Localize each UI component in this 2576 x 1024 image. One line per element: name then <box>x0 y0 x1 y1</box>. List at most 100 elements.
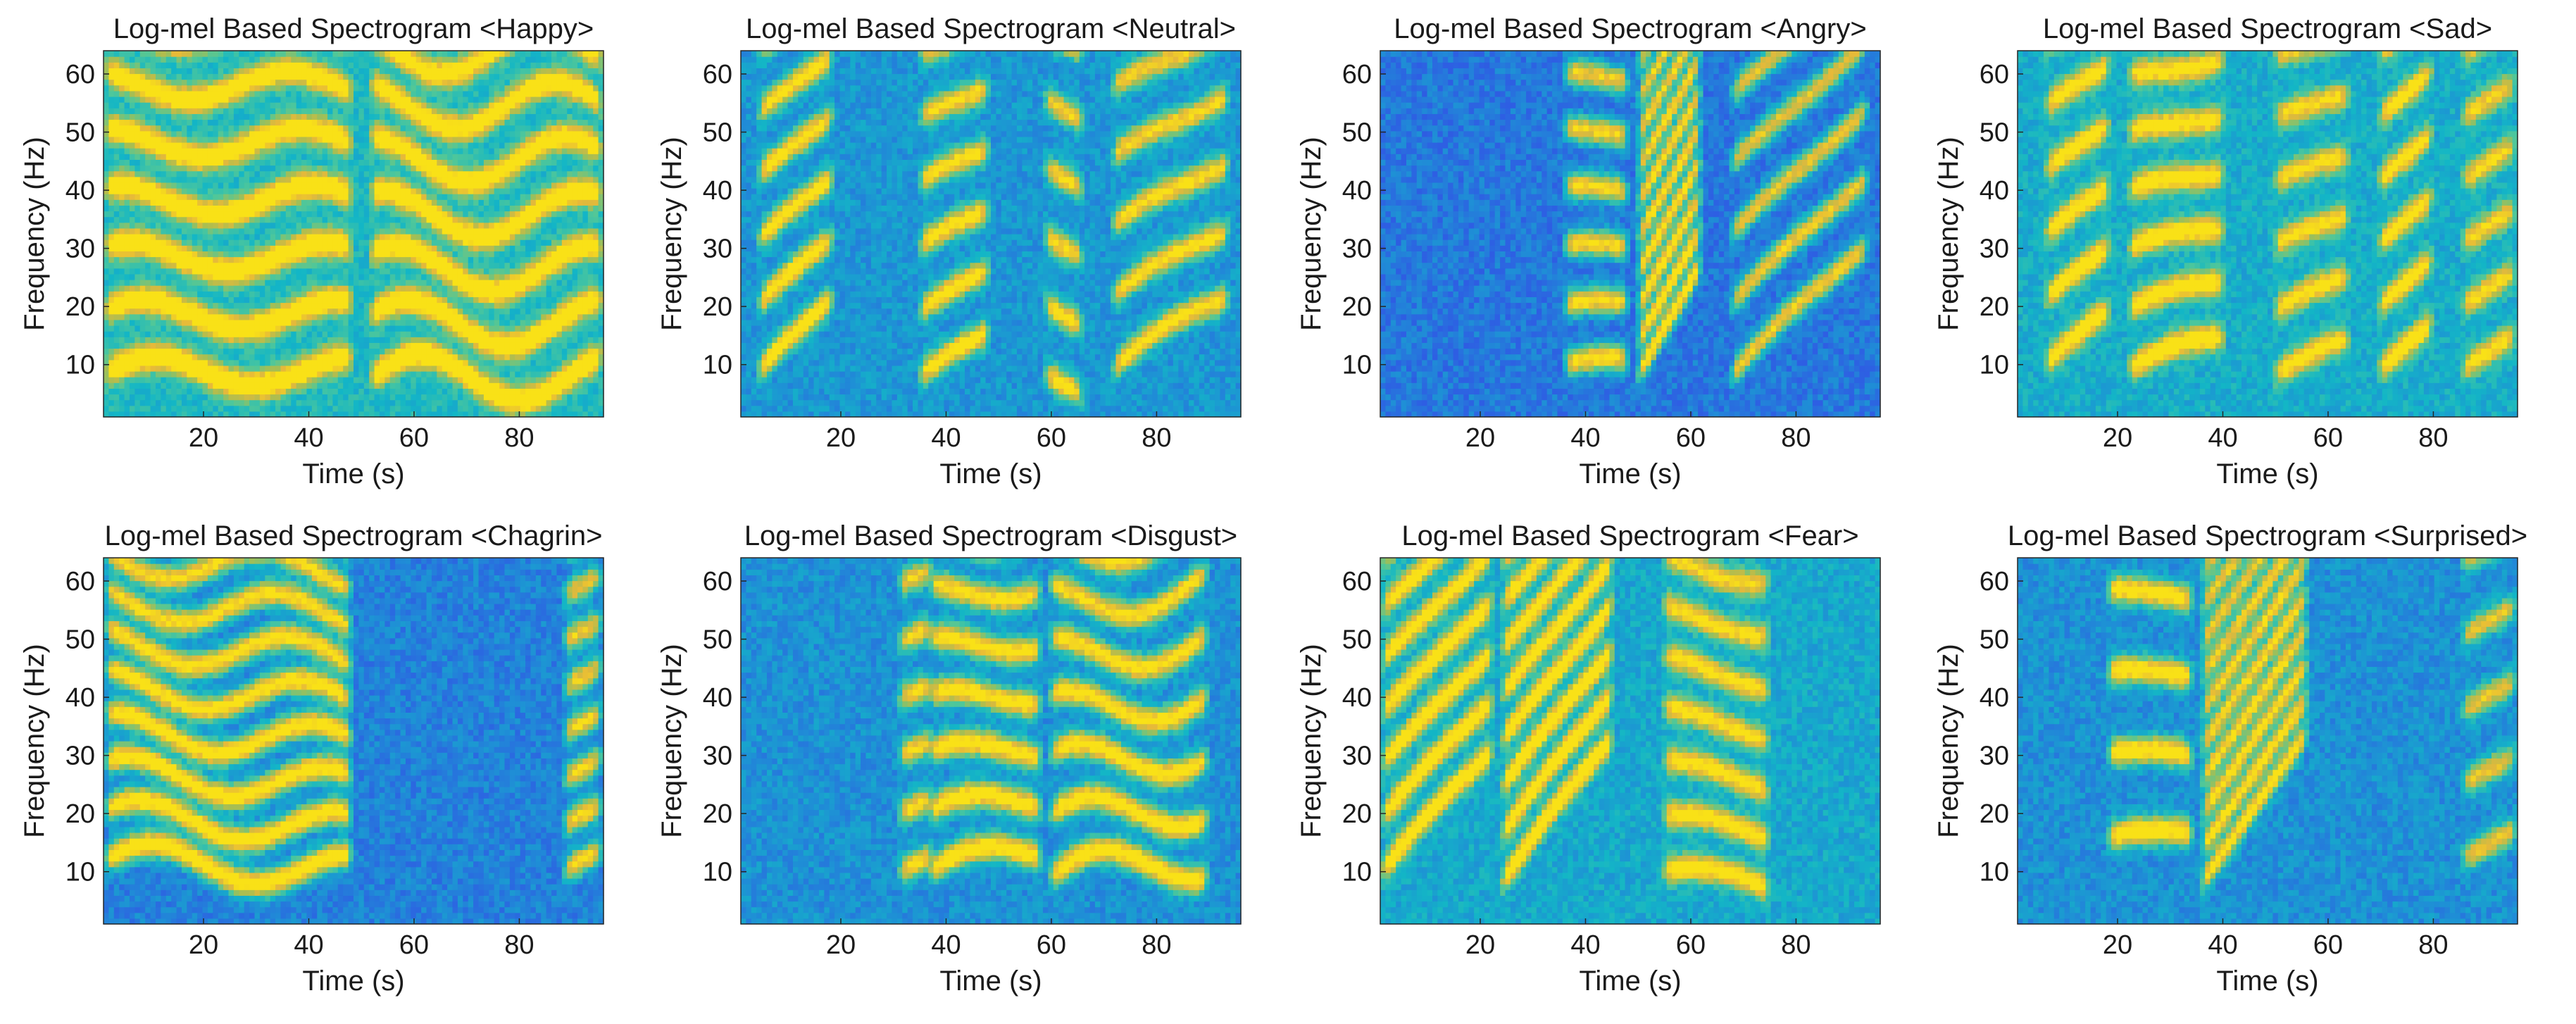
heatmap-cell <box>130 51 135 57</box>
heatmap-cell <box>135 159 140 166</box>
heatmap-cell <box>145 394 151 401</box>
heatmap-cell <box>119 360 125 366</box>
heatmap-cell <box>119 85 125 92</box>
heatmap-cell <box>108 131 114 137</box>
heatmap-cell <box>114 388 120 394</box>
heatmap-cell <box>140 188 146 194</box>
heatmap-cell <box>145 234 151 240</box>
heatmap-cell <box>140 257 146 263</box>
heatmap-cell <box>135 382 140 389</box>
heatmap-cell <box>145 349 151 355</box>
heatmap-cell <box>114 406 120 412</box>
heatmap-cell <box>125 56 130 63</box>
heatmap-cell <box>130 56 135 63</box>
heatmap-cell <box>114 245 120 251</box>
heatmap-cell <box>145 74 151 80</box>
heatmap-cell <box>125 182 130 189</box>
heatmap-cell <box>130 137 135 143</box>
heatmap-cell <box>140 382 146 389</box>
heatmap-cell <box>119 211 125 218</box>
heatmap-cell <box>108 85 114 92</box>
heatmap-cell <box>135 291 140 297</box>
heatmap-cell <box>135 91 140 97</box>
heatmap-cell <box>125 257 130 263</box>
heatmap-cell <box>119 406 125 412</box>
heatmap-cell <box>135 120 140 126</box>
heatmap-cell <box>140 120 146 126</box>
heatmap-cell <box>151 325 156 332</box>
heatmap-cell <box>130 366 135 372</box>
heatmap-cell <box>114 382 120 389</box>
heatmap-cell <box>119 125 125 132</box>
heatmap-cell <box>130 234 135 240</box>
heatmap-cell <box>140 239 146 246</box>
heatmap-cell <box>151 320 156 326</box>
heatmap-cell <box>140 159 146 166</box>
heatmap-cell <box>125 263 130 269</box>
heatmap-cell <box>140 245 146 251</box>
heatmap-cell <box>108 296 114 303</box>
heatmap-cell <box>119 223 125 229</box>
heatmap-cell <box>114 74 120 80</box>
heatmap-cell <box>125 223 130 229</box>
heatmap-cell <box>119 400 125 406</box>
heatmap-cell <box>108 291 114 297</box>
heatmap-cell <box>125 274 130 280</box>
heatmap-cell <box>140 194 146 200</box>
heatmap-cell <box>125 211 130 218</box>
heatmap-cell <box>119 308 125 315</box>
heatmap-cell <box>119 234 125 240</box>
heatmap-cell <box>108 142 114 149</box>
heatmap-cell <box>130 120 135 126</box>
heatmap-cell <box>104 274 109 280</box>
heatmap-cell <box>130 342 135 349</box>
heatmap-cell <box>130 217 135 223</box>
heatmap-cell <box>145 296 151 303</box>
heatmap-cell <box>104 51 109 57</box>
heatmap-cell <box>135 371 140 377</box>
heatmap-cell <box>108 257 114 263</box>
heatmap-cell <box>135 154 140 160</box>
heatmap-cell <box>130 394 135 401</box>
heatmap-cell <box>145 245 151 251</box>
heatmap-cell <box>104 194 109 200</box>
heatmap-cell <box>104 354 109 361</box>
heatmap-cell <box>135 314 140 320</box>
heatmap-cell <box>114 371 120 377</box>
heatmap-cell <box>151 308 156 315</box>
heatmap-cell <box>135 56 140 63</box>
heatmap-cell <box>135 96 140 103</box>
heatmap-cell <box>135 296 140 303</box>
heatmap-cell <box>145 113 151 120</box>
heatmap-cell <box>108 314 114 320</box>
heatmap-cell <box>130 245 135 251</box>
heatmap-cell <box>119 268 125 275</box>
heatmap-cell <box>140 251 146 257</box>
heatmap-cell <box>108 325 114 332</box>
heatmap-cell <box>145 120 151 126</box>
heatmap-cell <box>119 56 125 63</box>
heatmap-cell <box>135 388 140 394</box>
heatmap-cell <box>119 177 125 183</box>
heatmap-cell <box>108 342 114 349</box>
heatmap-cell <box>135 406 140 412</box>
heatmap-cell <box>140 223 146 229</box>
heatmap-cell <box>108 263 114 269</box>
heatmap-cell <box>104 371 109 377</box>
heatmap-cell <box>104 177 109 183</box>
heatmap-cell <box>119 325 125 332</box>
heatmap-cell <box>145 303 151 309</box>
heatmap-cell <box>140 154 146 160</box>
heatmap-cell <box>104 199 109 206</box>
heatmap-cell <box>135 74 140 80</box>
heatmap-cell <box>114 257 120 263</box>
heatmap-cell <box>140 96 146 103</box>
heatmap-cell <box>140 280 146 286</box>
heatmap-cell <box>145 68 151 74</box>
heatmap-cell <box>140 74 146 80</box>
heatmap-cell <box>130 91 135 97</box>
spectrogram-figure: 20 40 60 80102030405060Log-mel Based Spectr… <box>0 0 2576 1024</box>
heatmap-cell <box>114 120 120 126</box>
heatmap-cell <box>130 314 135 320</box>
heatmap-cell <box>151 354 156 361</box>
